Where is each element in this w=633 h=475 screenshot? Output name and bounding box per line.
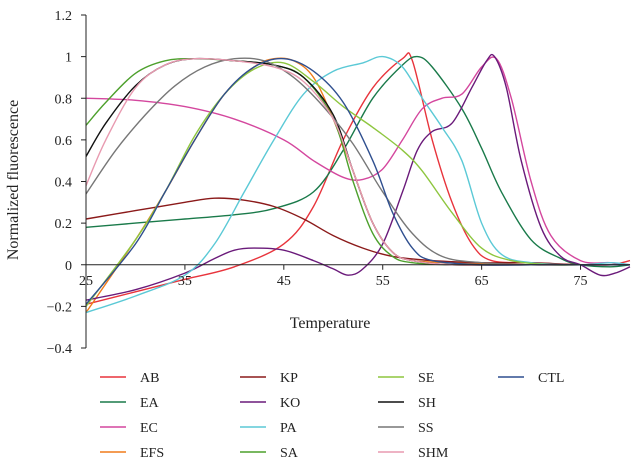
series-line-ctl (85, 57, 630, 305)
legend-label-kp: KP (280, 371, 298, 386)
series-line-ss (85, 57, 630, 266)
legend-label-ctl: CTL (538, 371, 564, 386)
legend-label-efs: EFS (140, 446, 164, 461)
x-tick-label: 55 (376, 274, 390, 289)
legend: AB EA EC EFS KP KO PA SA SE SH SS SHM CTL (100, 371, 564, 461)
series-line-se (85, 61, 630, 307)
series-line-ec (85, 56, 631, 266)
y-tick-label: 0.8 (55, 92, 73, 107)
y-axis-label: Normalized fluorescence (5, 100, 22, 260)
x-tick-label: 25 (79, 274, 93, 289)
series-line-ea (85, 55, 631, 268)
series-line-kp (85, 197, 631, 266)
series-line-shm (85, 57, 630, 266)
y-tick-label: −0.2 (47, 300, 72, 315)
y-tick-label: −0.4 (47, 342, 72, 357)
legend-label-ko: KO (280, 396, 300, 411)
y-tick-label: 0.2 (55, 217, 73, 232)
y-tick-label: 1.2 (55, 9, 73, 24)
series-line-sh (85, 57, 630, 266)
x-tick-label: 75 (574, 274, 588, 289)
legend-label-sa: SA (280, 446, 299, 461)
legend-label-sh: SH (418, 396, 436, 411)
legend-label-pa: PA (280, 421, 298, 436)
series-line-ab (85, 52, 631, 305)
legend-label-ab: AB (140, 371, 159, 386)
y-tick-label: 0.4 (55, 176, 73, 191)
x-axis-label: Temperature (290, 315, 371, 332)
series-line-sa (85, 57, 630, 266)
x-tick-label: 35 (178, 274, 192, 289)
legend-label-se: SE (418, 371, 434, 386)
series-line-ko (85, 53, 631, 301)
y-tick-label: 1 (65, 51, 72, 66)
x-tick-label: 65 (475, 274, 489, 289)
series-line-pa (85, 55, 631, 314)
axes: −0.4 −0.2 0 0.2 0.4 0.6 0.8 1 1.2 25 35 45 55 65 75 (47, 9, 630, 357)
legend-label-shm: SHM (418, 446, 449, 461)
legend-label-ec: EC (140, 421, 158, 436)
legend-label-ea: EA (140, 396, 160, 411)
x-tick-label: 45 (277, 274, 291, 289)
y-tick-label: 0 (65, 259, 72, 274)
y-tick-label: 0.6 (55, 134, 73, 149)
legend-label-ss: SS (418, 421, 434, 436)
series-lines (85, 52, 631, 314)
